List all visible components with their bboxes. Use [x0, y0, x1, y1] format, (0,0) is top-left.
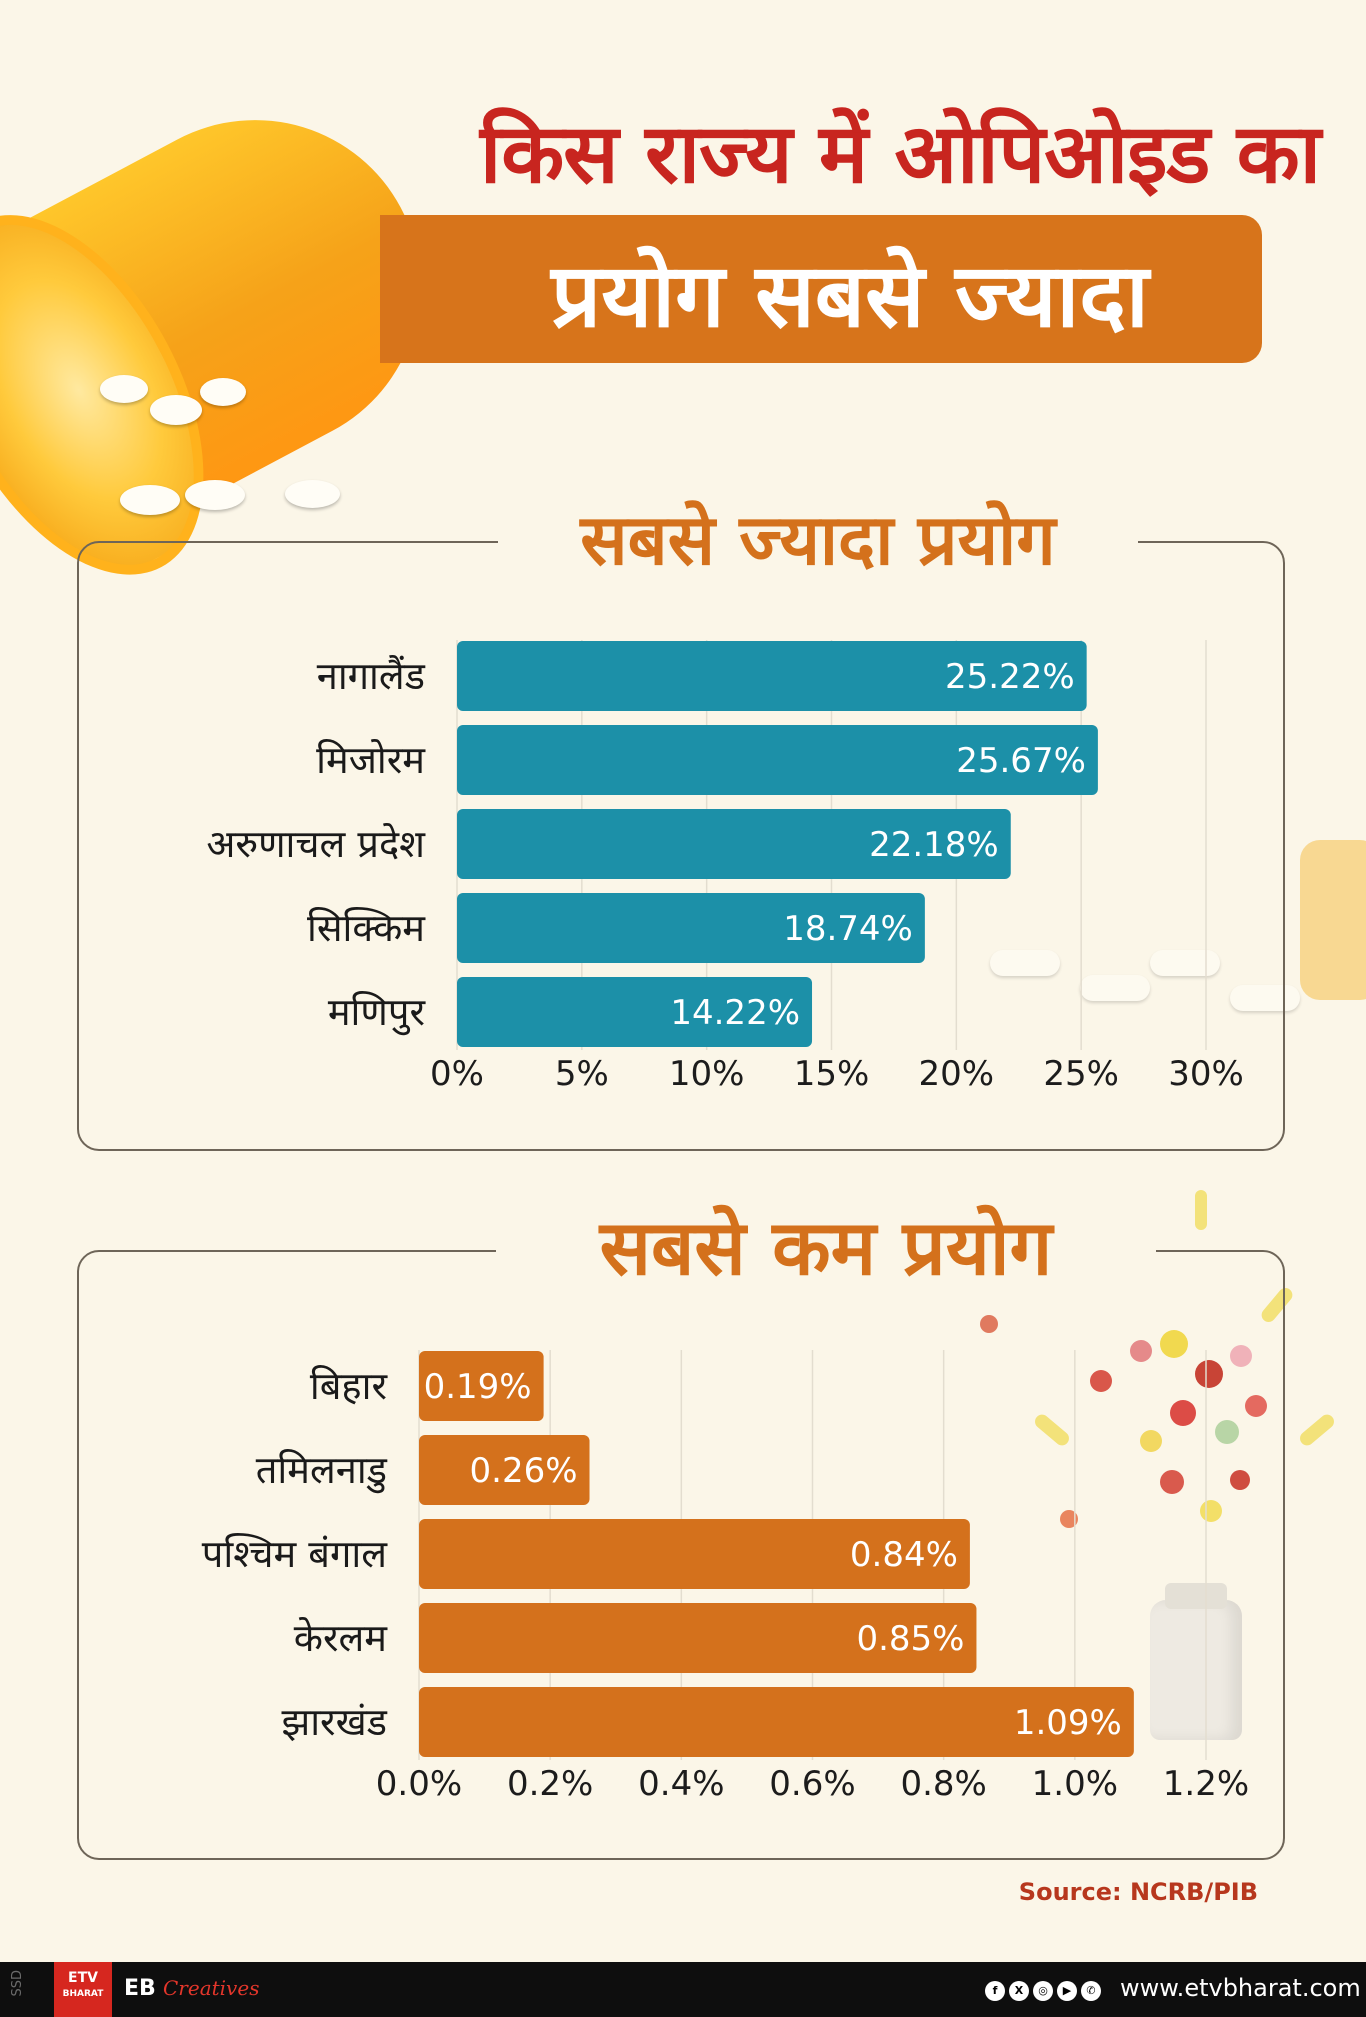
youtube-icon[interactable]: ▶ [1057, 1981, 1077, 2001]
capsule [1160, 1330, 1188, 1358]
capsule [1230, 1345, 1252, 1367]
category-label: नागालैंड [317, 654, 426, 698]
bottom-bar-chart: 0.0% 0.2% 0.4% 0.6% 0.8% 1.0% 1.2% 0.19% बिहार 0.… [202, 1350, 1249, 1804]
bar [419, 1603, 977, 1673]
capsule [1215, 1420, 1239, 1444]
facebook-icon[interactable]: f [985, 1981, 1005, 2001]
bar-value-label: 14.22% [670, 993, 800, 1033]
etv-bharat-logo[interactable]: ETV BHARAT [54, 1962, 112, 2017]
title-banner [380, 215, 1262, 363]
footer-bar: SSD ETV BHARAT EB Creatives f X ◎ ▶ ✆ www.et… [0, 1962, 1366, 2017]
category-label: झारखंड [281, 1700, 387, 1744]
page-title-line1: किस राज्य में ओपिओइड का [479, 107, 1321, 202]
bar [457, 725, 1098, 795]
bar [419, 1687, 1134, 1757]
top-chart-title: सबसे ज्यादा प्रयोग [498, 500, 1138, 580]
x-tick-label: 20% [919, 1054, 995, 1094]
x-icon[interactable]: X [1009, 1981, 1029, 2001]
pill [185, 480, 245, 510]
capsule [1130, 1340, 1152, 1362]
x-tick-label: 0.8% [900, 1764, 986, 1804]
bar [457, 977, 813, 1047]
small-bottle-illustration [1300, 840, 1366, 1000]
page-title-line2: प्रयोग सबसे ज्यादा [551, 244, 1149, 347]
small-white-bottle [1150, 1600, 1242, 1740]
instagram-icon[interactable]: ◎ [1033, 1981, 1053, 2001]
capsule [1140, 1430, 1162, 1452]
bar-value-label: 0.26% [470, 1451, 578, 1491]
logo-text: ETV [68, 1970, 98, 1986]
ssd-mark: SSD [10, 1970, 25, 1997]
x-tick-label: 0% [430, 1054, 484, 1094]
bar [419, 1351, 544, 1421]
bottom-chart-title: सबसे कम प्रयोग [496, 1205, 1156, 1291]
bar [457, 641, 1087, 711]
pill [990, 950, 1060, 976]
bar [419, 1435, 590, 1505]
category-label: सिक्किम [307, 906, 426, 950]
bar-value-label: 0.19% [424, 1367, 532, 1407]
capsule [1195, 1190, 1207, 1230]
pill [1230, 985, 1300, 1011]
pill [120, 485, 180, 515]
website-link[interactable]: www.etvbharat.com [1120, 1974, 1361, 2002]
bar-value-label: 25.22% [945, 657, 1075, 697]
bar-value-label: 0.84% [850, 1535, 958, 1575]
category-label: तमिलनाडु [256, 1448, 388, 1494]
x-tick-label: 10% [669, 1054, 745, 1094]
x-tick-label: 0.4% [638, 1764, 724, 1804]
social-icons: f X ◎ ▶ ✆ [985, 1979, 1105, 2001]
x-tick-label: 1.2% [1163, 1764, 1249, 1804]
category-label: केरलम [294, 1616, 388, 1660]
capsule [1195, 1360, 1223, 1388]
x-tick-label: 15% [794, 1054, 870, 1094]
creatives-label: Creatives [163, 1976, 260, 2000]
pill [1150, 950, 1220, 976]
bar-value-label: 1.09% [1014, 1703, 1122, 1743]
x-tick-label: 30% [1168, 1054, 1244, 1094]
whatsapp-icon[interactable]: ✆ [1081, 1981, 1101, 2001]
capsule [1160, 1470, 1184, 1494]
capsule [1230, 1470, 1250, 1490]
x-tick-label: 25% [1043, 1054, 1119, 1094]
x-tick-label: 0.2% [507, 1764, 593, 1804]
x-tick-label: 0.6% [769, 1764, 855, 1804]
small-white-bottle-neck [1165, 1583, 1227, 1609]
capsule [1060, 1510, 1078, 1528]
bar [457, 893, 925, 963]
bar-value-label: 22.18% [869, 825, 999, 865]
pill [1080, 975, 1150, 1001]
eb-label: EB [124, 1976, 156, 2001]
bar-value-label: 25.67% [956, 741, 1086, 781]
category-label: मणिपुर [328, 990, 427, 1036]
category-label: पश्चिम बंगाल [202, 1532, 388, 1576]
top-bar-chart: 0% 5% 10% 15% 20% 25% 30% 25.22% नागालैंड 25.67% म… [206, 640, 1244, 1094]
x-tick-label: 1.0% [1032, 1764, 1118, 1804]
category-label: बिहार [310, 1364, 389, 1408]
bar-value-label: 18.74% [783, 909, 913, 949]
pill [200, 378, 246, 406]
x-tick-label: 0.0% [376, 1764, 462, 1804]
pill [150, 395, 202, 425]
capsule [1090, 1370, 1112, 1392]
capsule [1245, 1395, 1267, 1417]
bar [457, 809, 1011, 879]
capsule [980, 1315, 998, 1333]
x-tick-label: 5% [555, 1054, 609, 1094]
capsule [1170, 1400, 1196, 1426]
pill [100, 375, 148, 403]
bar [419, 1519, 970, 1589]
pill [285, 480, 340, 508]
bar-value-label: 0.85% [856, 1619, 964, 1659]
source-note: Source: NCRB/PIB [1018, 1878, 1258, 1906]
category-label: अरुणाचल प्रदेश [206, 822, 426, 866]
logo-subtext: BHARAT [62, 1989, 104, 1999]
category-label: मिजोरम [316, 738, 426, 782]
